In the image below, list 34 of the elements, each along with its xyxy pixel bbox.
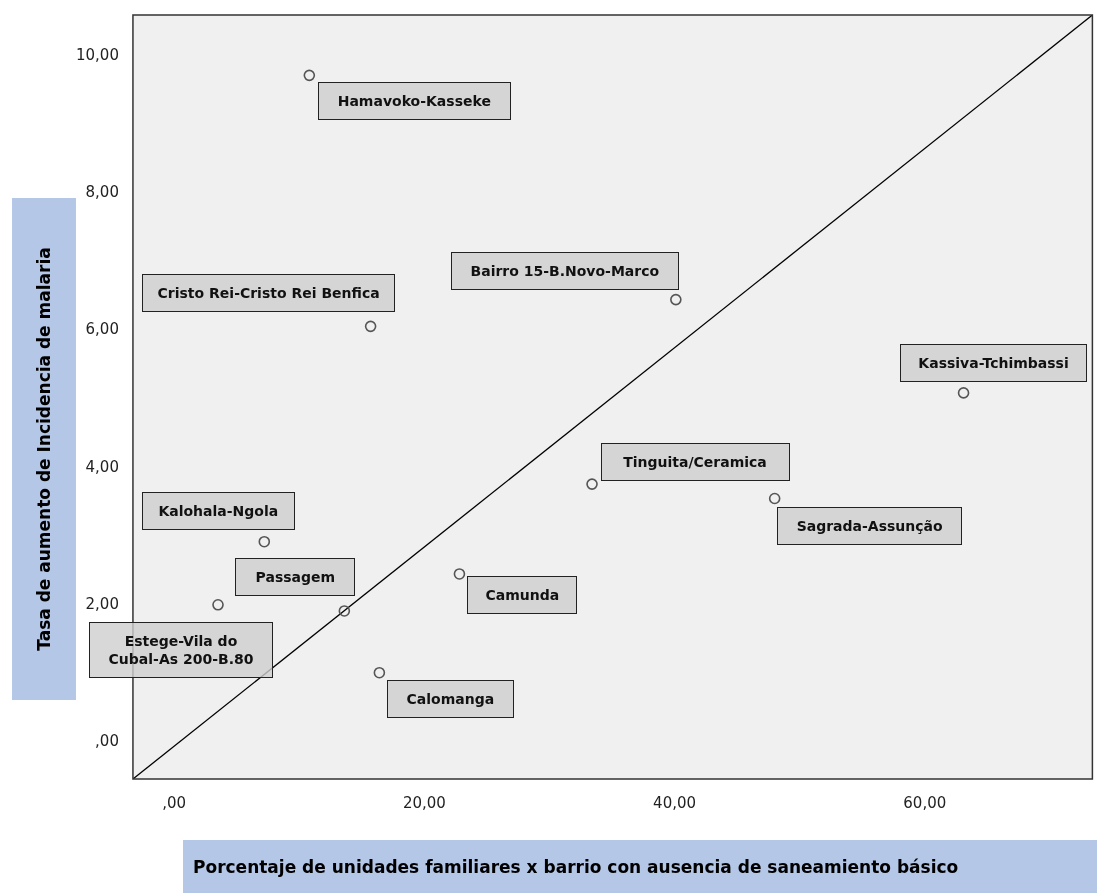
point bbox=[258, 535, 271, 548]
point bbox=[768, 492, 781, 505]
label-box: Kassiva-Tchimbassi bbox=[900, 343, 1088, 382]
x-tick-label: 40,00 bbox=[653, 793, 697, 812]
point bbox=[373, 666, 386, 679]
label-box: Kalohala-Ngola bbox=[141, 491, 295, 530]
label-box: Camunda bbox=[467, 575, 578, 614]
point bbox=[338, 605, 351, 617]
point bbox=[212, 599, 224, 611]
x-axis-title: Porcentaje de unidades familiares x barrio con ausencia de saneamiento básico bbox=[183, 840, 1097, 893]
label-box: Hamavoko-Kasseke bbox=[317, 82, 511, 121]
point bbox=[453, 568, 466, 580]
label-box: Estege-Vila do Cubal-As 200-B.80 bbox=[89, 621, 273, 678]
x-tick-label: 20,00 bbox=[402, 793, 446, 812]
y-tick-label: 4,00 bbox=[85, 457, 119, 476]
x-tick-label: 60,00 bbox=[903, 793, 947, 812]
y-axis-title: Tasa de aumento de Incidencia de malaria bbox=[34, 247, 54, 651]
point bbox=[586, 478, 598, 490]
label-box: Bairro 15-B.Novo-Marco bbox=[450, 251, 679, 290]
y-tick-label: 2,00 bbox=[85, 594, 119, 613]
label-box: Cristo Rei-Cristo Rei Benfica bbox=[142, 274, 396, 313]
label-box: Passagem bbox=[235, 557, 356, 596]
point bbox=[957, 387, 970, 399]
y-tick-label: ,00 bbox=[95, 731, 119, 750]
y-tick-label: 6,00 bbox=[85, 320, 119, 339]
point bbox=[303, 69, 316, 82]
label-box: Sagrada-Assunção bbox=[777, 506, 963, 545]
y-tick-label: 8,00 bbox=[85, 183, 119, 202]
label-box: Tinguita/Ceramica bbox=[600, 443, 790, 482]
y-tick-label: 10,00 bbox=[75, 46, 119, 65]
label-box: Calomanga bbox=[386, 679, 514, 718]
point bbox=[364, 320, 377, 333]
point bbox=[670, 293, 682, 306]
x-tick-label: ,00 bbox=[162, 793, 187, 812]
